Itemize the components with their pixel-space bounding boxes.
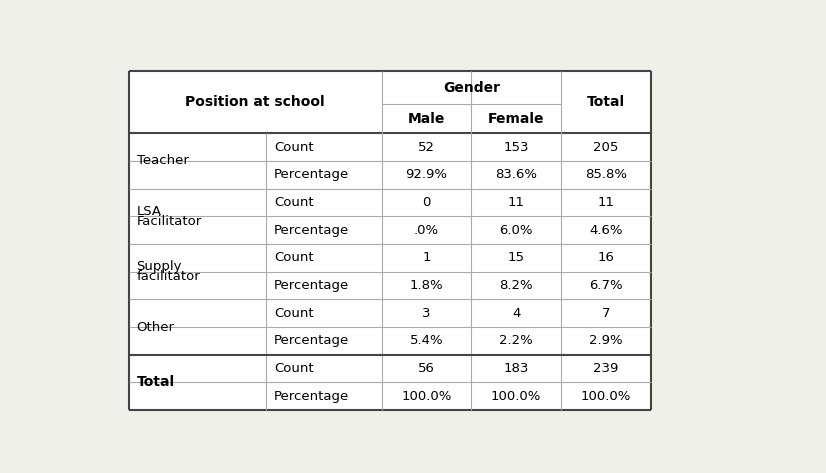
Text: Gender: Gender: [443, 81, 500, 95]
Text: Percentage: Percentage: [274, 224, 349, 236]
Text: 100.0%: 100.0%: [581, 390, 631, 403]
Text: Supply: Supply: [136, 260, 182, 273]
Text: Teacher: Teacher: [136, 154, 188, 167]
Text: 2.9%: 2.9%: [589, 334, 623, 347]
Text: 3: 3: [422, 307, 431, 320]
Text: 6.7%: 6.7%: [589, 279, 623, 292]
Text: Count: Count: [274, 307, 314, 320]
FancyBboxPatch shape: [129, 71, 651, 410]
Text: Percentage: Percentage: [274, 334, 349, 347]
Text: 100.0%: 100.0%: [401, 390, 452, 403]
Text: 83.6%: 83.6%: [495, 168, 537, 181]
Text: 100.0%: 100.0%: [491, 390, 541, 403]
Text: Facilitator: Facilitator: [136, 215, 202, 228]
Text: Percentage: Percentage: [274, 390, 349, 403]
Text: 11: 11: [597, 196, 615, 209]
Text: 16: 16: [597, 251, 615, 264]
Text: 1: 1: [422, 251, 431, 264]
Text: Percentage: Percentage: [274, 168, 349, 181]
Text: 11: 11: [508, 196, 525, 209]
Text: 5.4%: 5.4%: [410, 334, 444, 347]
Text: 6.0%: 6.0%: [500, 224, 533, 236]
Text: 153: 153: [503, 140, 529, 154]
Text: 183: 183: [504, 362, 529, 375]
Text: Female: Female: [488, 112, 544, 126]
Text: 56: 56: [418, 362, 435, 375]
Text: 92.9%: 92.9%: [406, 168, 448, 181]
Text: 52: 52: [418, 140, 435, 154]
Text: Male: Male: [408, 112, 445, 126]
Text: 2.2%: 2.2%: [499, 334, 533, 347]
Text: Other: Other: [136, 321, 174, 333]
Text: Total: Total: [136, 376, 174, 389]
Text: 239: 239: [593, 362, 619, 375]
Text: 4.6%: 4.6%: [589, 224, 623, 236]
Text: 1.8%: 1.8%: [410, 279, 444, 292]
Text: 0: 0: [422, 196, 430, 209]
Text: .0%: .0%: [414, 224, 439, 236]
Text: Count: Count: [274, 362, 314, 375]
Text: 205: 205: [593, 140, 619, 154]
Text: Percentage: Percentage: [274, 279, 349, 292]
Text: facilitator: facilitator: [136, 270, 200, 283]
Text: 15: 15: [508, 251, 525, 264]
Text: LSA: LSA: [136, 205, 162, 218]
Text: 8.2%: 8.2%: [500, 279, 533, 292]
Text: Position at school: Position at school: [186, 95, 325, 109]
Text: Count: Count: [274, 196, 314, 209]
Text: Count: Count: [274, 140, 314, 154]
Text: Count: Count: [274, 251, 314, 264]
Text: 85.8%: 85.8%: [585, 168, 627, 181]
Text: 4: 4: [512, 307, 520, 320]
Text: 7: 7: [601, 307, 610, 320]
Text: Total: Total: [586, 95, 624, 109]
